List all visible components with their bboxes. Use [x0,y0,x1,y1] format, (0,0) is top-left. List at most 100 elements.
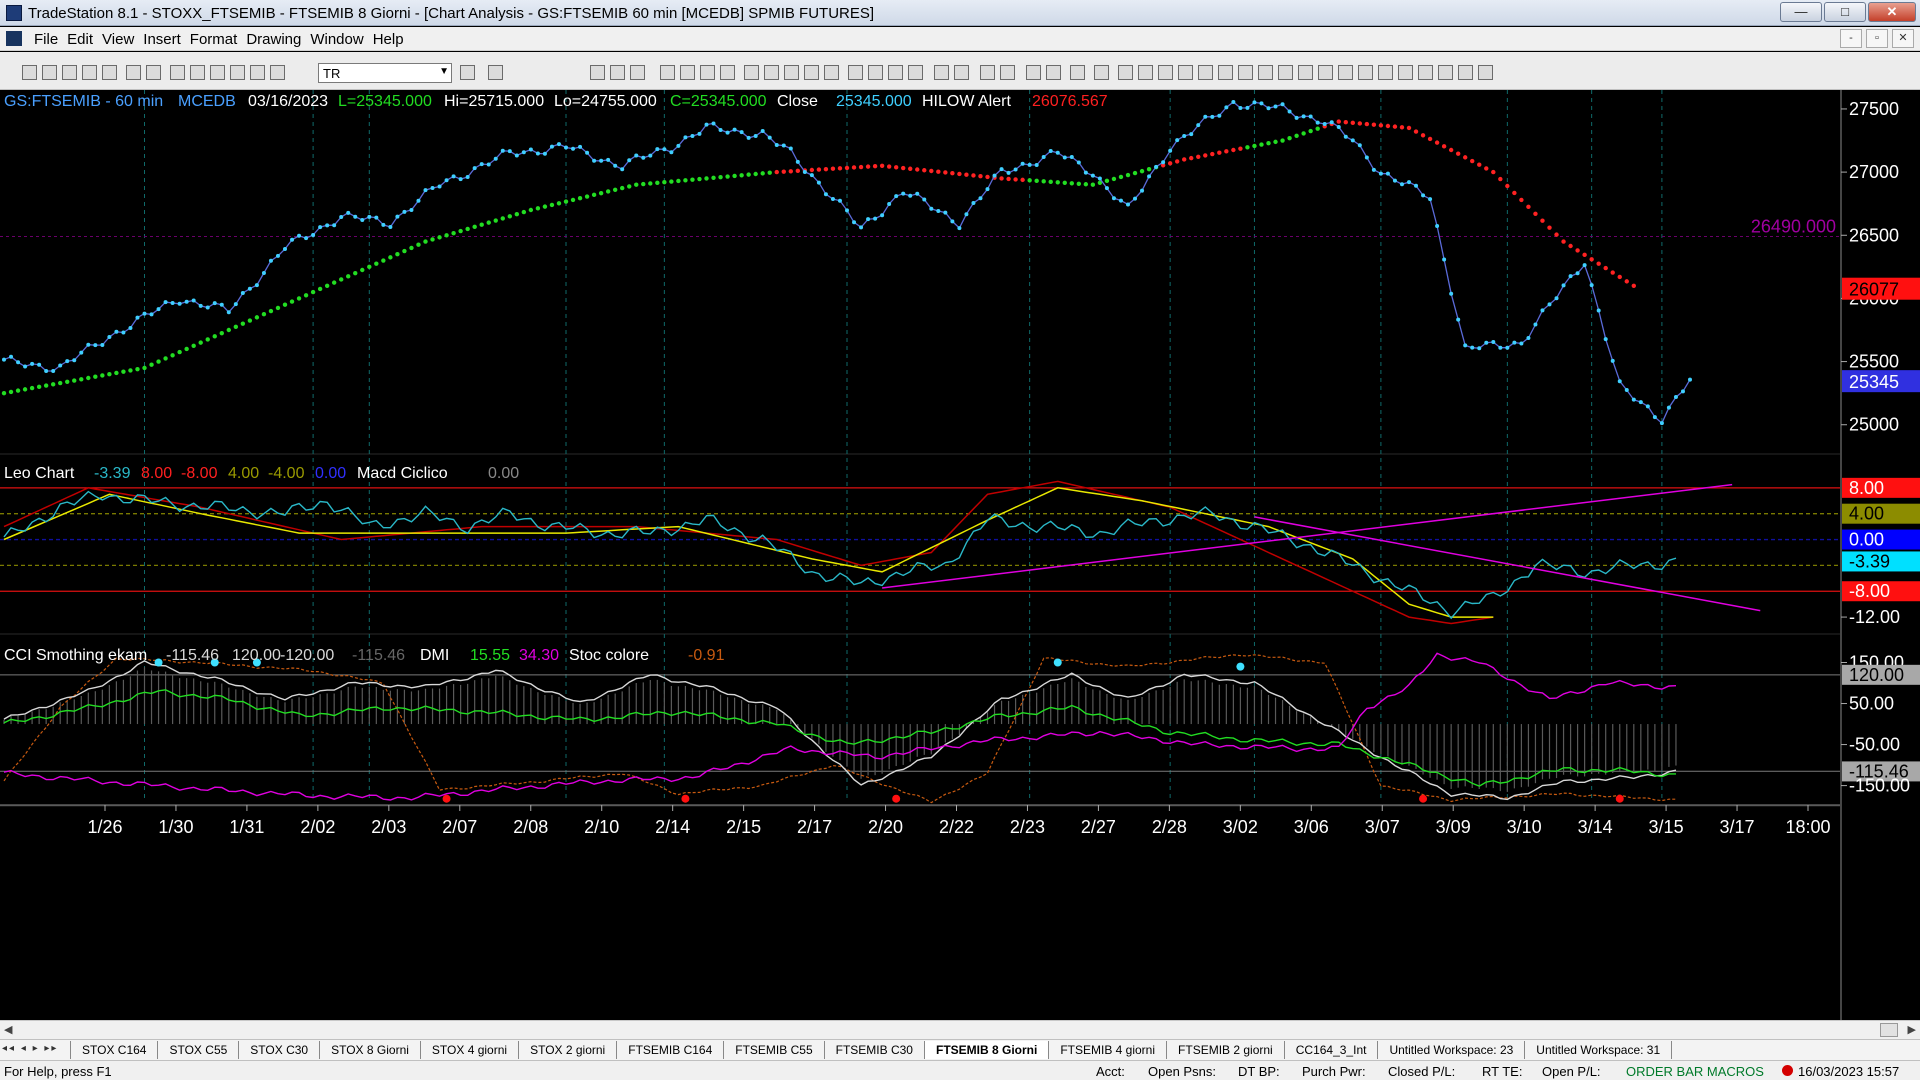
window-tile-icon[interactable] [170,65,185,80]
menu-drawing[interactable]: Drawing [246,31,302,48]
workspace-tab[interactable]: FTSEMIB 4 giorni [1048,1041,1168,1059]
workspace-tab[interactable]: STOX C164 [70,1041,159,1059]
workspace-tab[interactable]: FTSEMIB C55 [723,1041,825,1059]
window-layout-icon[interactable] [590,65,605,80]
workspace-tab[interactable]: STOX 8 Giorni [319,1041,421,1059]
workspace-tab[interactable]: FTSEMIB C30 [823,1041,925,1059]
lookup-icon[interactable] [488,65,503,80]
symbol-input[interactable]: TR ▼ [318,63,452,83]
chart-link-icon[interactable] [660,65,675,80]
workspace-tab[interactable]: Untitled Workspace: 31 [1524,1041,1673,1059]
up-arrow-icon[interactable] [1418,65,1433,80]
horizontal-lines-icon[interactable] [1158,65,1173,80]
scroll-right-icon[interactable] [868,65,883,80]
pointer-icon[interactable] [980,65,995,80]
speed-lines-icon[interactable] [1198,65,1213,80]
bar-spacing-icon[interactable] [824,65,839,80]
indicator-icon[interactable] [764,65,779,80]
ellipse-icon[interactable] [1438,65,1453,80]
new-document-icon[interactable] [22,65,37,80]
scroll-grip[interactable] [1880,1023,1898,1037]
save-icon[interactable] [62,65,77,80]
scroll-right-arrow-icon[interactable]: ▶ [1907,1024,1916,1036]
gann-fan-icon[interactable] [1218,65,1233,80]
measure-icon[interactable] [1278,65,1293,80]
andrews-pitchfork-icon[interactable] [1238,65,1253,80]
print-icon[interactable] [146,65,161,80]
minimize-button[interactable]: — [1780,2,1822,22]
regression-channel-icon[interactable] [1258,65,1273,80]
order-bar-icon[interactable] [784,65,799,80]
scroll-left-arrow-icon[interactable]: ◀ [4,1024,13,1036]
text-icon[interactable] [1478,65,1493,80]
properties-icon[interactable] [1046,65,1061,80]
order-bar-macros-label[interactable]: ORDER BAR MACROS [1626,1064,1764,1079]
chart-style-icon[interactable] [610,65,625,80]
folder-icon[interactable] [102,65,117,80]
menu-insert[interactable]: Insert [143,31,181,48]
window-cascade-icon[interactable] [190,65,205,80]
rectangle-icon[interactable] [1458,65,1473,80]
menu-window[interactable]: Window [310,31,364,48]
strategy-icon[interactable] [744,65,759,80]
workspace-tab[interactable]: STOX C55 [157,1041,240,1059]
zoom-in-icon[interactable] [934,65,949,80]
workspace-tab[interactable]: FTSEMIB C164 [616,1041,725,1059]
workspace-tab[interactable]: FTSEMIB 8 Giorni [923,1041,1050,1059]
maximize-button[interactable]: □ [1824,2,1866,22]
zoom-out-icon[interactable] [954,65,969,80]
fibonacci-icon[interactable] [1178,65,1193,80]
chart-color-icon[interactable] [270,65,285,80]
mdi-close-button[interactable]: ✕ [1892,29,1914,48]
globe-icon[interactable] [250,65,265,80]
table-icon[interactable] [630,65,645,80]
price-point [1238,105,1243,110]
workspace-tab[interactable]: STOX 4 giorni [419,1041,520,1059]
tools-icon[interactable] [1026,65,1041,80]
chart-canvas[interactable]: 2750027000265002600025500250002607725345… [0,90,1920,1020]
menu-help[interactable]: Help [372,31,404,48]
parallel-lines-icon[interactable] [1298,65,1313,80]
down-arrow-icon[interactable] [1398,65,1413,80]
pen-icon[interactable] [230,65,245,80]
arrow-right-icon[interactable] [460,65,475,80]
freehand-icon[interactable] [1358,65,1373,80]
fib-arcs-icon[interactable] [1318,65,1333,80]
price-point [1027,162,1032,167]
menu-file[interactable]: File [34,31,59,48]
open-folder-icon[interactable] [42,65,57,80]
menu-view[interactable]: View [102,31,135,48]
arc-icon[interactable] [1378,65,1393,80]
bar-type-icon[interactable] [804,65,819,80]
workspace-tab[interactable]: STOX 2 giorni [518,1041,618,1059]
print-preview-icon[interactable] [126,65,141,80]
tab-navigation-icon[interactable]: ◂◂ ◂ ▸ ▸▸ [2,1043,59,1054]
scanner-icon[interactable] [720,65,735,80]
chart-analysis-icon[interactable] [680,65,695,80]
data-tips-icon[interactable] [1000,65,1015,80]
mdi-restore-button[interactable]: ▫ [1866,29,1888,48]
menu-format[interactable]: Format [189,31,238,48]
workspace-tab[interactable]: Untitled Workspace: 23 [1377,1041,1526,1059]
save-all-icon[interactable] [82,65,97,80]
refresh-icon[interactable] [700,65,715,80]
horizontal-scrollbar[interactable]: ◀ ▶ [0,1020,1920,1039]
close-button[interactable]: ✕ [1868,2,1916,22]
trendline-icon[interactable] [1118,65,1133,80]
insert-analysis-icon[interactable] [1070,65,1085,80]
bar-spacing-increase-icon[interactable] [908,65,923,80]
bar-spacing-decrease-icon[interactable] [888,65,903,80]
workspace-tab[interactable]: FTSEMIB 2 giorni [1166,1041,1285,1059]
workspace-tab[interactable]: CC164_3_Int [1283,1041,1379,1059]
lock-icon[interactable] [210,65,225,80]
vertical-lines-icon[interactable] [1138,65,1153,80]
mdi-minimize-button[interactable]: - [1840,29,1862,48]
chart-analysis-window[interactable]: 2750027000265002600025500250002607725345… [0,90,1920,1020]
chart-window-icon[interactable] [6,31,22,46]
menu-edit[interactable]: Edit [67,31,94,48]
chevron-down-icon[interactable]: ▼ [439,66,449,77]
workspace-tab[interactable]: STOX C30 [238,1041,321,1059]
cycle-lines-icon[interactable] [1338,65,1353,80]
scroll-left-icon[interactable] [848,65,863,80]
settings-icon[interactable] [1094,65,1109,80]
